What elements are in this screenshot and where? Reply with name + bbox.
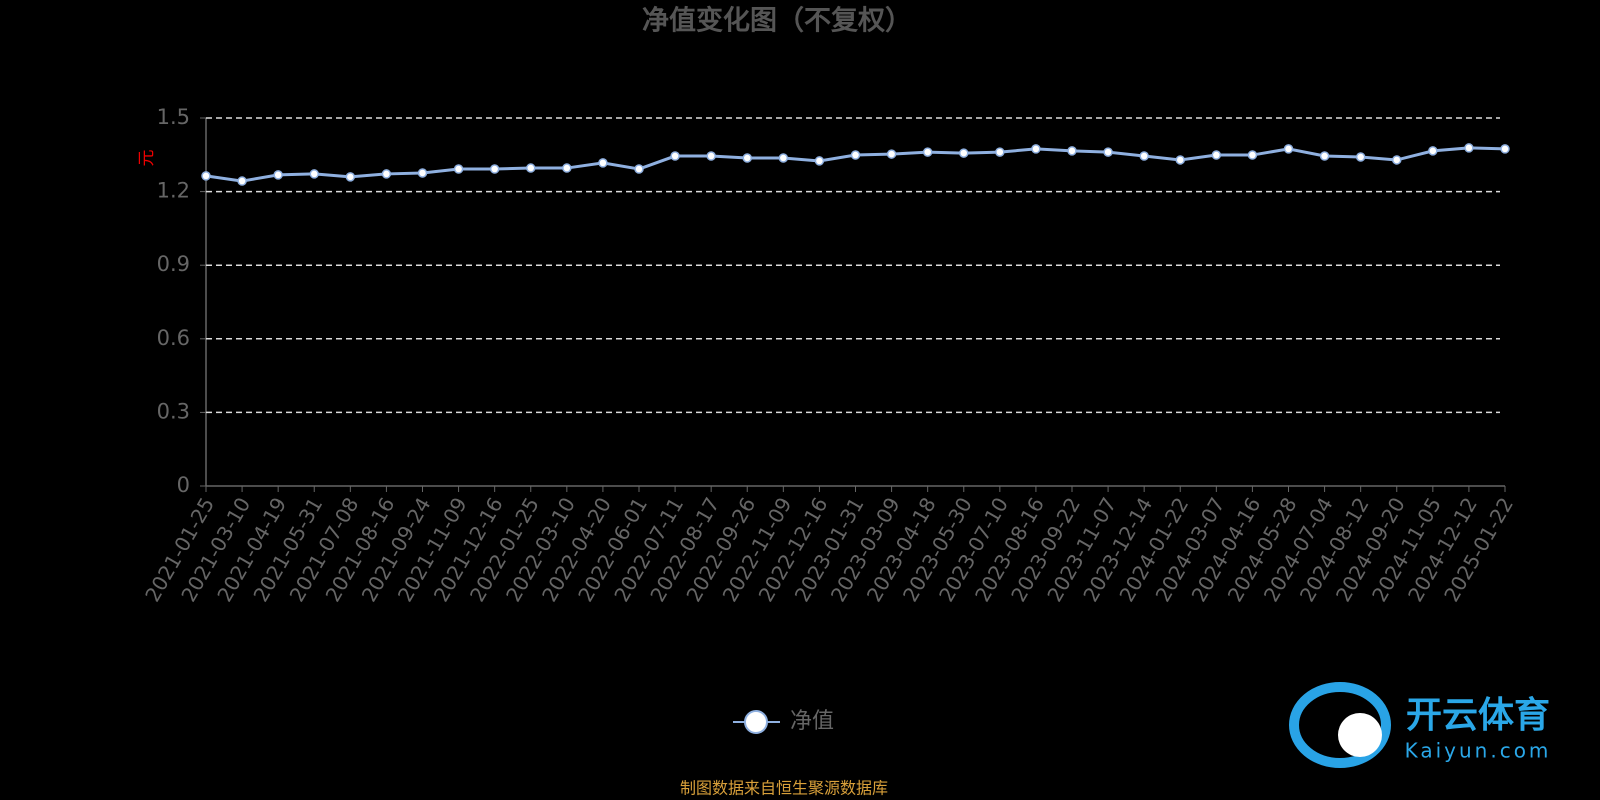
legend-label: 净值 (790, 709, 834, 734)
logo-ring (1289, 682, 1391, 768)
point (814, 156, 825, 166)
point (1283, 144, 1294, 154)
point (1392, 155, 1402, 165)
point (742, 153, 752, 163)
point (381, 169, 392, 179)
point (1175, 155, 1185, 165)
point (634, 164, 644, 174)
legend-marker (744, 710, 768, 734)
point (1067, 146, 1077, 156)
point (201, 171, 211, 181)
point (922, 147, 933, 157)
point (562, 163, 572, 173)
y-tick-label: 0.6 (157, 326, 190, 350)
point (489, 164, 500, 174)
point (670, 151, 680, 161)
point (453, 164, 464, 174)
point (706, 151, 716, 161)
point (1319, 151, 1330, 161)
point (345, 172, 356, 182)
point (850, 150, 861, 160)
point (273, 170, 283, 180)
point (417, 168, 428, 178)
point (959, 148, 969, 158)
point (1247, 150, 1258, 160)
point (1211, 150, 1222, 160)
point (1103, 147, 1113, 157)
point (1464, 143, 1474, 153)
point (1031, 144, 1041, 154)
y-tick-label: 0.3 (157, 399, 190, 423)
logo-ball (1338, 713, 1382, 757)
y-axis-label: 元 (137, 150, 157, 167)
y-tick-label: 0.9 (157, 252, 190, 276)
watermark-brand: 开云体育 (1406, 695, 1550, 736)
point (237, 176, 247, 186)
point (526, 163, 536, 173)
point (1139, 151, 1149, 161)
y-tick-label: 0 (177, 473, 190, 497)
point (995, 147, 1005, 157)
watermark-url: Kaiyun.com (1405, 739, 1552, 763)
point (598, 158, 608, 168)
point (886, 149, 897, 159)
source-note: 制图数据来自恒生聚源数据库 (680, 779, 888, 798)
point (309, 169, 319, 179)
y-tick-label: 1.5 (157, 105, 190, 129)
point (1355, 152, 1366, 162)
y-tick-label: 1.2 (157, 179, 190, 203)
watermark: 开云体育 Kaiyun.com (1289, 682, 1552, 768)
point (1428, 146, 1438, 156)
chart-title: 净值变化图（不复权） (642, 5, 912, 37)
point (1500, 144, 1510, 154)
point (778, 153, 789, 163)
